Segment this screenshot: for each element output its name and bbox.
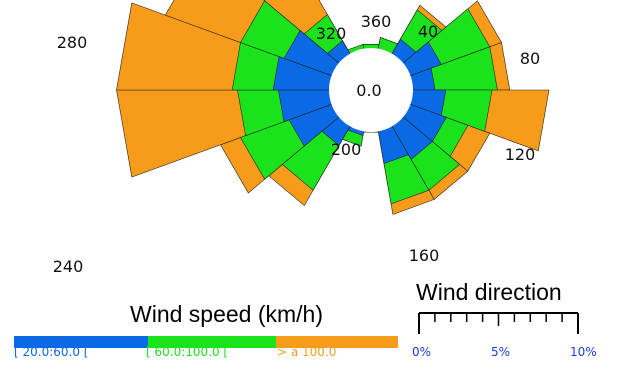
direction-label-80: 80 bbox=[520, 49, 540, 68]
scale-tick-label-0: 0% bbox=[412, 345, 432, 359]
legend-label-high: > à 100.0 bbox=[277, 345, 337, 359]
direction-label-320: 320 bbox=[316, 24, 347, 43]
direction-label-200: 200 bbox=[331, 140, 362, 159]
legend-title: Wind speed (km/h) bbox=[130, 301, 324, 327]
wind-direction-scale bbox=[418, 312, 579, 334]
direction-label-240: 240 bbox=[53, 257, 84, 276]
scale-title: Wind direction bbox=[416, 279, 562, 305]
direction-label-160: 160 bbox=[409, 246, 440, 265]
direction-label-360: 360 bbox=[361, 12, 392, 31]
scale-minor-ticks bbox=[434, 313, 563, 326]
calm-center-circle bbox=[329, 48, 413, 132]
legend-swatch-mid bbox=[148, 336, 276, 348]
direction-label-40: 40 bbox=[418, 22, 438, 41]
direction-labels: 360 40 80 120 160 200 240 280 320 bbox=[53, 12, 540, 276]
legend-label-mid: [ 60.0:100.0 [ bbox=[146, 345, 229, 359]
direction-label-120: 120 bbox=[505, 145, 536, 164]
scale-tick-label-5: 5% bbox=[491, 345, 511, 359]
direction-label-280: 280 bbox=[57, 33, 88, 52]
calm-percentage-label: 0.0 bbox=[356, 81, 381, 100]
series-0 bbox=[272, 30, 447, 165]
legend-label-low: [ 20.0:60.0 [ bbox=[14, 345, 89, 359]
legend-swatch-high bbox=[276, 336, 398, 348]
wind-rose-layers bbox=[116, 0, 550, 215]
legend-swatch-low bbox=[14, 336, 148, 348]
scale-tick-label-10: 10% bbox=[570, 345, 597, 359]
